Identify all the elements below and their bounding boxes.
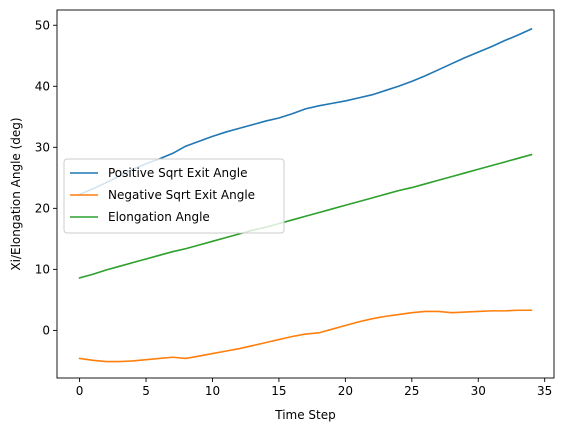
legend-label-1: Positive Sqrt Exit Angle: [108, 166, 247, 180]
x-tick-label: 10: [205, 384, 220, 398]
y-tick-label: 30: [35, 140, 50, 154]
y-tick-label: 40: [35, 79, 50, 93]
y-tick-label: 50: [35, 18, 50, 32]
x-axis-label: Time Step: [274, 408, 336, 422]
series-line-3: [78, 153, 533, 279]
y-tick-label: 0: [42, 323, 50, 337]
y-tick-label: 20: [35, 201, 50, 215]
x-tick-label: 5: [142, 384, 150, 398]
axes: 0 5 10 15 20 25 30 35 0 10 20 30 40 50: [35, 9, 555, 398]
x-tick-label: 30: [471, 384, 486, 398]
legend-label-3: Elongation Angle: [108, 210, 210, 224]
axes-frame: [56, 9, 555, 379]
x-tick-label: 0: [76, 384, 84, 398]
legend-box: [63, 158, 285, 234]
y-axis-label: Xi/Elongation Angle (deg): [9, 117, 23, 270]
y-tick-label: 10: [35, 262, 50, 276]
legend: Positive Sqrt Exit Angle Negative Sqrt Ex…: [63, 158, 285, 234]
legend-label-2: Negative Sqrt Exit Angle: [108, 188, 255, 202]
x-tick-label: 20: [338, 384, 353, 398]
x-tick-label: 35: [537, 384, 552, 398]
x-tick-label: 15: [271, 384, 286, 398]
series-line-2: [78, 309, 533, 363]
x-tick-label: 25: [404, 384, 419, 398]
